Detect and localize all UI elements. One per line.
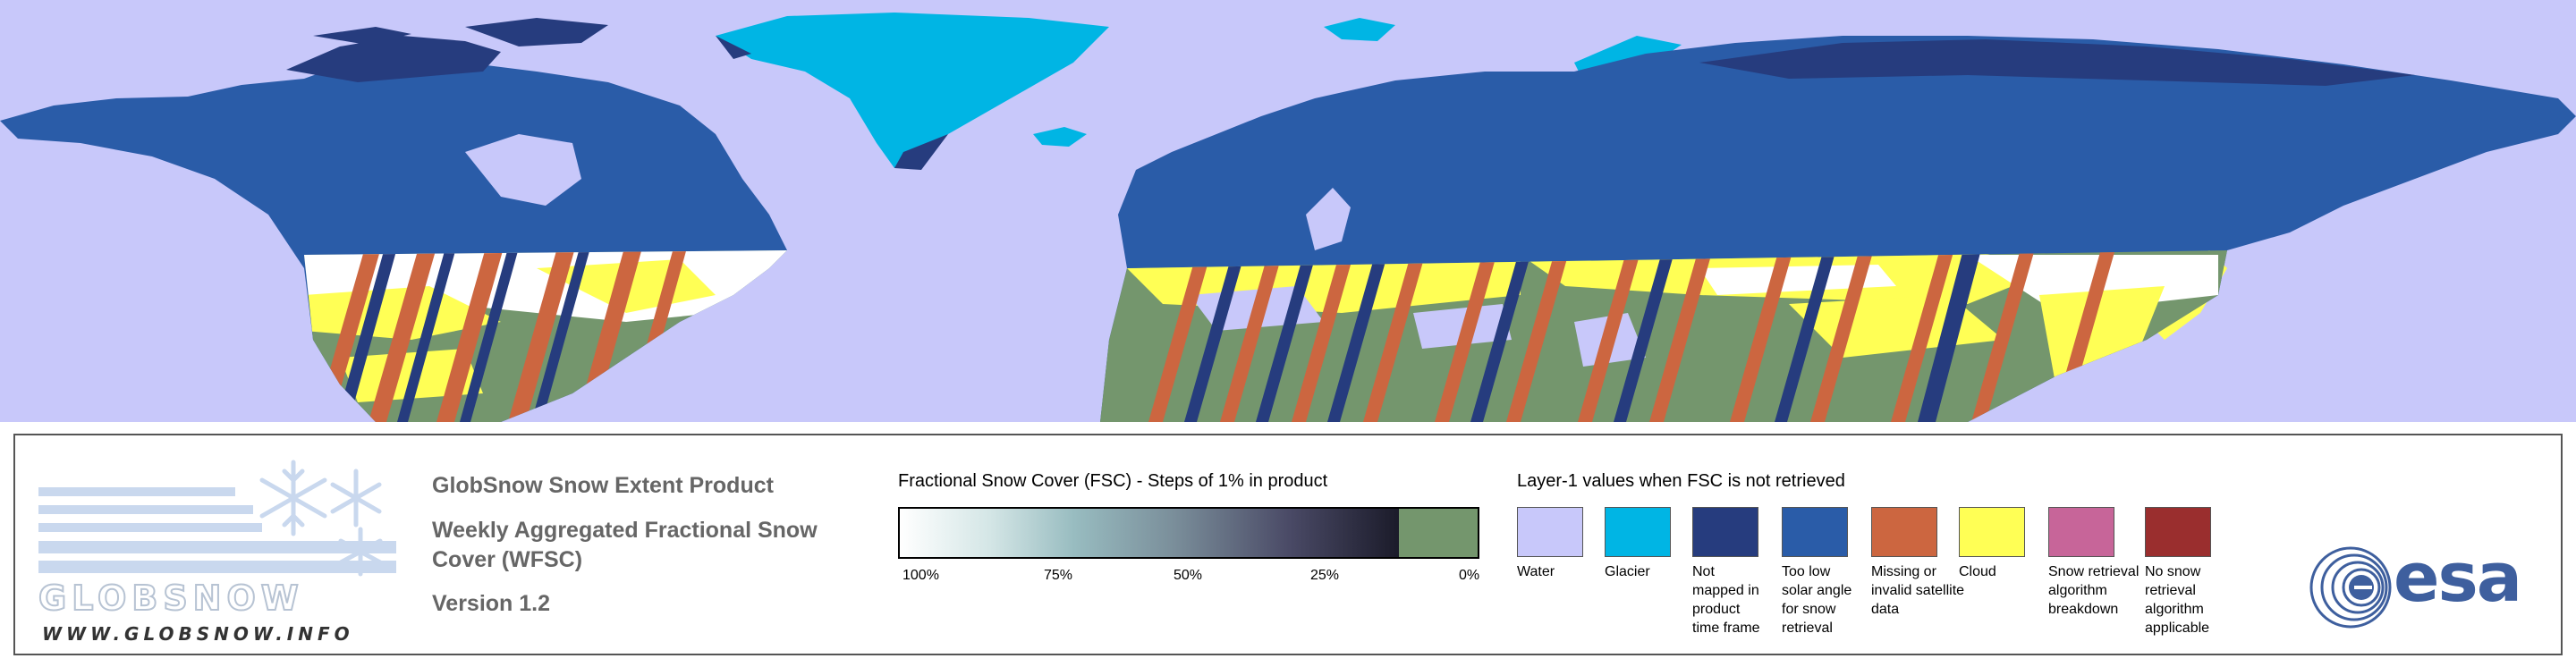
legend-item-breakdown: Snow retrieval algorithm breakdown [2048,507,2141,619]
fsc-tick-100: 100% [902,568,939,583]
north-siberia [1699,39,2415,86]
legend-item-cloud: Cloud [1959,507,2046,581]
breakdown-swatch [2048,507,2114,557]
missing-swatch [1871,507,1937,557]
esa-wordmark: esa [2394,537,2522,617]
fsc-color-bar [898,507,1479,559]
fsc-tick-25: 25% [1310,568,1340,583]
map-canvas [0,13,2576,422]
layer1-legend-title: Layer-1 values when FSC is not retrieved [1517,471,1845,491]
legend-item-not-mapped: Not mapped in product time frame [1692,507,1769,637]
svalbard [1324,18,1395,41]
low-sun-label: Too low solar angle for snow retrieval [1782,564,1852,636]
fsc-zero-swatch [1399,509,1478,557]
fsc-tick-0: 0% [1459,568,1480,583]
snowflake-icon [259,460,383,577]
globsnow-url: WWW.GLOBSNOW.INFO [42,623,354,645]
esa-globe-icon [2309,546,2392,629]
fsc-legend-title: Fractional Snow Cover (FSC) - Steps of 1… [898,471,1328,491]
product-version: Version 1.2 [432,591,551,616]
baltic-sea [1306,188,1351,250]
glacier-swatch [1605,507,1671,557]
globsnow-logo: GLOBSNOW WWW.GLOBSNOW.INFO [38,453,396,645]
eurasia-fsc-zone [1100,250,2227,422]
not-mapped-swaths [336,250,592,422]
legend-panel: GLOBSNOW WWW.GLOBSNOW.INFO GlobSnow Snow… [13,434,2563,655]
water-swatch [1517,507,1583,557]
eurasia-not-mapped-swaths [1184,250,1986,422]
arctic-islands [286,18,608,82]
snow-cover-map [0,0,2576,422]
fsc-gradient [900,509,1399,557]
legend-item-glacier: Glacier [1605,507,1692,581]
eurasia-missing-swaths [1148,250,2116,422]
globsnow-wordmark: GLOBSNOW [38,578,304,619]
fsc-tick-50: 50% [1174,568,1203,583]
not-mapped-swatch [1692,507,1758,557]
iceland [1033,127,1087,147]
not-mapped-label: Not mapped in product time frame [1692,564,1760,636]
legend-item-missing: Missing or invalid satellite data [1871,507,1970,619]
cloud-swatch [1959,507,2025,557]
low-sun-swatch [1782,507,1848,557]
water-label: Water [1517,564,1555,579]
legend-item-low-sun: Too low solar angle for snow retrieval [1782,507,1860,637]
breakdown-label: Snow retrieval algorithm breakdown [2048,564,2140,617]
esa-logo: esa [2306,537,2547,641]
north-america-fsc-zone [304,250,787,422]
missing-label: Missing or invalid satellite data [1871,564,1965,617]
glacier-label: Glacier [1605,564,1650,579]
fsc-tick-75: 75% [1044,568,1073,583]
legend-item-no-retrieval: No snow retrieval algorithm applicable [2145,507,2222,637]
greenland-glacier [716,13,1109,168]
hudson-bay [465,134,581,206]
no-retrieval-label: No snow retrieval algorithm applicable [2145,564,2210,636]
no-retrieval-swatch [2145,507,2211,557]
globsnow-emblem [38,460,396,577]
cloud-label: Cloud [1959,564,1996,579]
product-subtitle: Weekly Aggregated Fractional Snow Cover … [432,518,818,572]
greenland-coast [716,36,948,170]
legend-item-water: Water [1517,507,1605,581]
product-title: GlobSnow Snow Extent Product [432,473,774,498]
